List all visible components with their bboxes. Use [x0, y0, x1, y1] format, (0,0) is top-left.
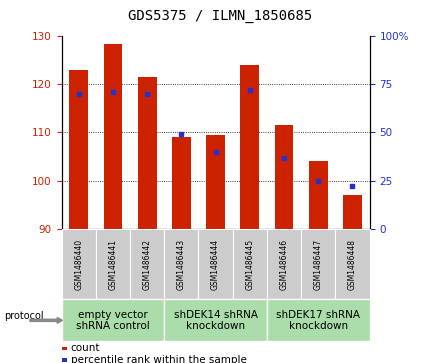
- Text: GSM1486448: GSM1486448: [348, 238, 357, 290]
- Bar: [172, 137, 191, 229]
- Text: protocol: protocol: [4, 311, 44, 321]
- Text: GSM1486444: GSM1486444: [211, 238, 220, 290]
- Point: [110, 89, 117, 95]
- Text: GSM1486441: GSM1486441: [108, 238, 117, 290]
- Text: GSM1486442: GSM1486442: [143, 238, 152, 290]
- Point: [143, 91, 150, 97]
- Bar: [206, 135, 225, 229]
- Bar: [240, 65, 259, 229]
- Bar: [275, 125, 293, 229]
- Text: GDS5375 / ILMN_1850685: GDS5375 / ILMN_1850685: [128, 9, 312, 23]
- Text: empty vector
shRNA control: empty vector shRNA control: [76, 310, 150, 331]
- Bar: [103, 44, 122, 229]
- Text: GSM1486445: GSM1486445: [246, 238, 254, 290]
- Point: [246, 87, 253, 93]
- Point: [212, 149, 219, 155]
- Point: [75, 91, 82, 97]
- Point: [349, 183, 356, 189]
- Text: GSM1486447: GSM1486447: [314, 238, 323, 290]
- Bar: [343, 195, 362, 229]
- Text: count: count: [71, 343, 100, 354]
- Point: [178, 131, 185, 137]
- Bar: [138, 77, 157, 229]
- Bar: [70, 70, 88, 229]
- Text: GSM1486446: GSM1486446: [279, 238, 289, 290]
- Text: GSM1486443: GSM1486443: [177, 238, 186, 290]
- Text: shDEK14 shRNA
knockdown: shDEK14 shRNA knockdown: [174, 310, 257, 331]
- Point: [315, 178, 322, 183]
- Bar: [309, 161, 328, 229]
- Point: [281, 155, 288, 160]
- Text: percentile rank within the sample: percentile rank within the sample: [71, 355, 247, 363]
- Text: GSM1486440: GSM1486440: [74, 238, 83, 290]
- Text: shDEK17 shRNA
knockdown: shDEK17 shRNA knockdown: [276, 310, 360, 331]
